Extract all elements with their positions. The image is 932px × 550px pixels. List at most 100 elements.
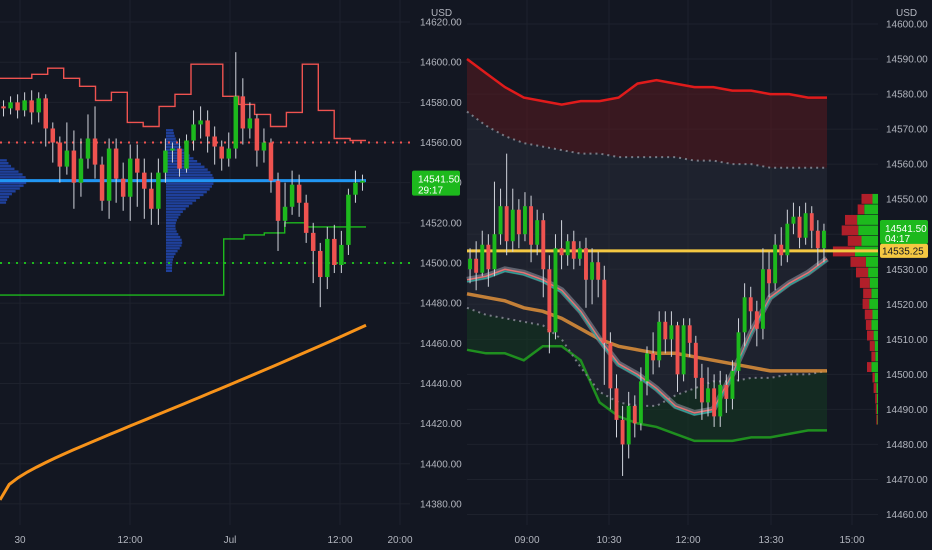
left-profile-bar — [166, 145, 182, 149]
right-countdown: 04:17 — [885, 234, 910, 245]
right-candle-body — [510, 209, 515, 242]
left-candle-body — [57, 142, 63, 167]
right-candle-body — [797, 216, 802, 238]
right-level-price: 14535.25 — [882, 246, 924, 257]
left-candle-body — [353, 182, 358, 195]
left-profile-bar-edge — [0, 176, 26, 179]
right-candle-body — [541, 220, 546, 270]
left-candle-body — [360, 180, 365, 183]
left-profile-bar — [166, 216, 179, 219]
left-profile-bar — [166, 162, 201, 166]
left-candle-body — [282, 206, 288, 221]
left-profile-bar — [166, 219, 177, 222]
right-profile-down-bar — [859, 278, 870, 288]
left-candle-body — [1, 106, 6, 109]
right-candle-body — [504, 206, 509, 242]
left-profile-bar-edge — [0, 167, 15, 171]
right-profile-up-bar — [868, 267, 878, 278]
right-candle-body — [638, 381, 643, 424]
right-candle-body — [529, 206, 534, 245]
right-candle-body — [699, 377, 704, 403]
right-candle-body — [663, 321, 668, 340]
left-candle-body — [106, 148, 112, 201]
right-candle-body — [590, 262, 595, 280]
left-profile-bar — [166, 224, 176, 228]
right-last-price-tag — [880, 219, 928, 244]
left-candle-body — [177, 148, 182, 169]
right-profile-up-bar — [872, 309, 878, 320]
right-x-tick-label: 10:30 — [596, 535, 621, 546]
left-profile-bar — [166, 182, 214, 185]
right-y-tick-label: 14600.00 — [886, 20, 928, 31]
right-profile-down-bar — [847, 235, 862, 246]
right-y-tick-label: 14490.00 — [886, 405, 928, 416]
left-profile-bar — [166, 140, 178, 143]
left-candle-body — [149, 188, 154, 209]
right-candle-body — [547, 269, 552, 333]
left-candle-body — [8, 102, 13, 109]
right-profile-up-bar — [864, 204, 878, 215]
right-profile-up-bar — [877, 414, 878, 425]
right-profile-down-bar — [856, 267, 869, 278]
right-lower-band-fill — [467, 307, 827, 441]
right-candle-body — [492, 234, 497, 270]
right-candle-body — [706, 388, 710, 403]
left-candles[interactable] — [1, 52, 365, 308]
right-profile-up-bar — [874, 341, 878, 351]
right-candle-body — [626, 405, 631, 445]
left-candle-body — [325, 238, 330, 278]
right-profile-up-bar — [857, 214, 878, 225]
left-candle-body — [78, 158, 84, 183]
right-upper-band-fill — [467, 59, 827, 168]
right-candle-body — [821, 230, 826, 249]
left-candle-body — [332, 238, 337, 265]
right-profile-up-bar — [871, 362, 878, 373]
left-y-tick-label: 14580.00 — [420, 98, 462, 109]
right-y-tick-label: 14500.00 — [886, 370, 928, 381]
right-candle-body — [669, 325, 674, 340]
right-profile-up-bar — [871, 288, 878, 299]
right-candle-body — [577, 248, 582, 259]
left-profile-bar — [166, 235, 181, 239]
right-candle-body — [785, 223, 790, 256]
left-profile-bar — [166, 258, 173, 261]
right-profile-up-bar — [876, 383, 878, 394]
right-time-axis[interactable]: 09:00 10:30 12:00 13:30 15:00 — [514, 535, 864, 546]
left-profile-bar — [166, 221, 176, 225]
right-candle-body — [602, 279, 607, 343]
left-candle-body — [346, 194, 351, 245]
right-y-tick-label: 14530.00 — [886, 265, 928, 276]
left-chart[interactable]: USD14620.0014600.0014580.0014560.0014540… — [0, 0, 462, 546]
right-candle-body — [681, 325, 686, 375]
right-candle-body — [523, 206, 527, 235]
right-profile-down-bar — [865, 320, 872, 330]
left-time-axis[interactable]: 30 12:00 Jul 12:00 20:00 — [14, 535, 413, 546]
left-profile-bar — [166, 137, 176, 140]
left-candle-body — [310, 232, 316, 251]
left-countdown: 29:17 — [418, 186, 443, 197]
left-profile-bar — [166, 204, 189, 208]
left-profile-bar — [166, 238, 182, 242]
right-candle-body — [468, 258, 473, 270]
right-y-tick-label: 14480.00 — [886, 440, 928, 451]
left-candle-body — [156, 172, 161, 209]
right-candle-body — [651, 353, 656, 361]
left-y-tick-label: 14480.00 — [420, 299, 462, 310]
right-candle-body — [809, 213, 814, 231]
right-candles[interactable] — [468, 153, 826, 476]
left-candle-body — [92, 138, 98, 165]
right-x-tick-label: 09:00 — [514, 535, 539, 546]
left-profile-bar — [166, 247, 180, 250]
right-candle-body — [584, 248, 588, 280]
right-y-tick-label: 14590.00 — [886, 55, 928, 66]
right-upper-band-line — [466, 57, 827, 106]
right-profile-up-bar — [858, 225, 878, 236]
left-candle-body — [296, 184, 302, 203]
left-profile-bar — [166, 210, 183, 213]
right-candle-body — [773, 244, 778, 284]
right-profile-down-bar — [850, 256, 866, 267]
left-candle-body — [134, 158, 140, 173]
left-y-tick-label: 14520.00 — [420, 218, 462, 229]
